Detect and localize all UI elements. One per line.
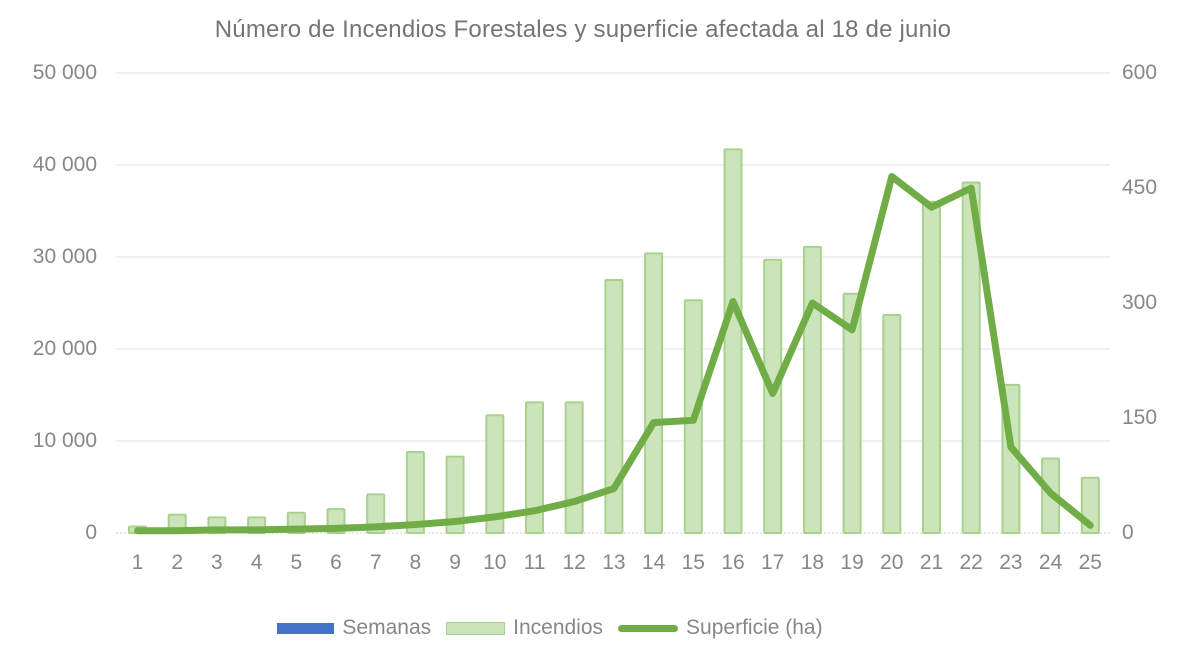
x-tick-label-week-25: 25: [1078, 551, 1102, 574]
legend-swatch-superficie-ha: [618, 624, 679, 632]
x-tick-label-week-15: 15: [681, 551, 705, 574]
legend-item-superficie-ha: Superficie (ha): [618, 616, 823, 640]
bar-incendios-week-14: [644, 252, 664, 534]
bar-incendios-week-19: [842, 292, 862, 534]
bar-incendios-week-22: [961, 181, 981, 534]
bar-incendios-week-9: [445, 455, 465, 535]
chart-title: Número de Incendios Forestales y superfi…: [214, 16, 952, 43]
x-tick-label-week-6: 6: [330, 551, 342, 574]
x-tick-label-week-8: 8: [409, 551, 422, 574]
line-superficie: [134, 173, 1094, 535]
legend: Semanas Incendios Superficie (ha): [0, 612, 1100, 644]
x-tick-label-week-12: 12: [562, 551, 586, 574]
x-tick-label-week-13: 13: [602, 551, 626, 574]
legend-label-superficie-ha: Superficie (ha): [686, 616, 823, 639]
bar-incendios-week-10: [485, 414, 505, 534]
x-tick-label-week-18: 18: [800, 551, 825, 574]
y-left-tick-label: 0: [85, 521, 97, 544]
bar-incendios-week-16: [723, 148, 743, 535]
x-tick-label-week-14: 14: [641, 551, 666, 574]
x-tick-label-week-7: 7: [369, 551, 382, 574]
x-tick-label-week-5: 5: [290, 551, 303, 574]
y-left-tick-label: 50 000: [32, 61, 97, 84]
legend-swatch-incendios: [446, 621, 506, 635]
bar-incendios-week-18: [802, 245, 822, 534]
y-right-tick-label: 600: [1122, 61, 1158, 84]
y-left-tick-label: 40 000: [32, 153, 97, 176]
legend-item-semanas: Semanas: [277, 616, 431, 640]
bar-incendios-week-21: [922, 200, 941, 535]
bar-incendios-week-12: [564, 401, 584, 534]
y-right-tick-label: 300: [1122, 291, 1158, 314]
x-tick-label-week-3: 3: [211, 551, 223, 574]
x-tick-label-week-22: 22: [959, 551, 983, 574]
x-tick-label-week-16: 16: [721, 551, 745, 574]
y-left-tick-label: 10 000: [32, 429, 97, 452]
y-left-tick-label: 30 000: [32, 245, 97, 268]
x-tick-label-week-4: 4: [250, 551, 263, 574]
y-right-tick-label: 150: [1122, 406, 1158, 429]
legend-swatch-semanas: [277, 622, 335, 634]
bar-incendios-week-11: [525, 401, 544, 534]
x-tick-label-week-1: 1: [131, 551, 144, 574]
legend-item-incendios: Incendios: [446, 616, 603, 640]
bar-incendios-week-8: [405, 451, 425, 535]
y-left-tick-label: 20 000: [32, 337, 97, 360]
y-right-tick-label: 450: [1122, 176, 1158, 199]
x-tick-label-week-9: 9: [449, 551, 461, 574]
x-tick-label-week-2: 2: [171, 551, 184, 574]
y-right-tick-label: 0: [1122, 521, 1134, 544]
bar-incendios-week-20: [882, 313, 902, 534]
x-tick-label-week-20: 20: [880, 551, 904, 574]
x-tick-label-week-10: 10: [483, 551, 507, 574]
x-tick-label-week-23: 23: [999, 551, 1023, 574]
x-tick-label-week-21: 21: [919, 551, 944, 574]
x-tick-label-week-11: 11: [523, 551, 546, 574]
legend-label-incendios: Incendios: [513, 616, 604, 639]
x-tick-label-week-19: 19: [840, 551, 864, 574]
bar-incendios-week-13: [604, 279, 624, 534]
legend-label-semanas: Semanas: [342, 616, 432, 639]
x-tick-label-week-24: 24: [1038, 551, 1063, 574]
x-tick-label-week-17: 17: [761, 551, 785, 574]
